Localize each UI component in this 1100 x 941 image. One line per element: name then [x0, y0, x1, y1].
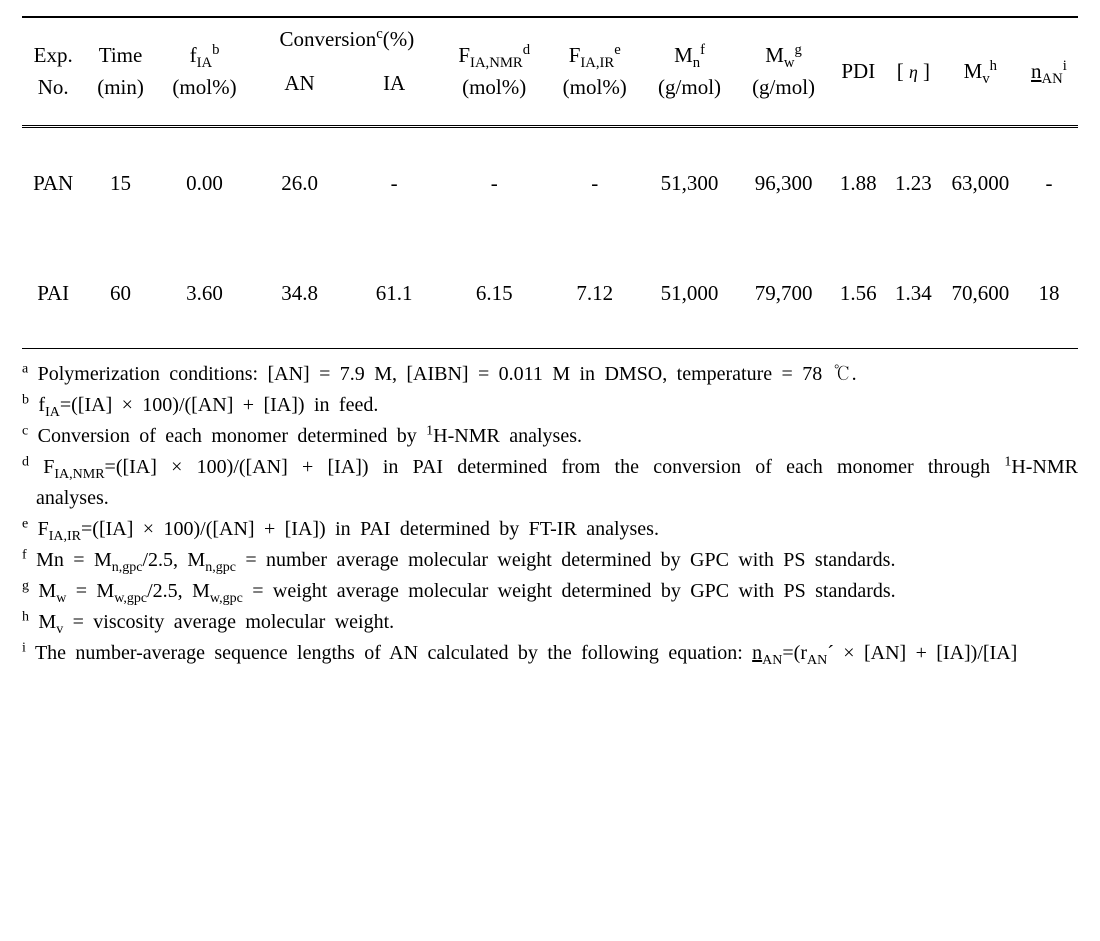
fianmr-unit: (mol%) — [462, 75, 526, 99]
cell-fia: 3.60 — [157, 238, 253, 348]
mw-sym: M — [765, 43, 784, 67]
fnb-rest: =([IA] × 100)/([AN] + [IA]) in feed. — [60, 394, 378, 416]
cell-exp: PAN — [22, 127, 84, 239]
fnh1: M — [38, 611, 56, 633]
fng3: /2.5, M — [147, 580, 210, 602]
cell-pdi: 1.56 — [831, 238, 886, 348]
col-conv-ia: IA — [347, 56, 442, 127]
col-mv: Mvh — [941, 18, 1020, 127]
col-pdi: PDI — [831, 18, 886, 127]
cell-fia-nmr: - — [441, 127, 547, 239]
fiair-sym: F — [569, 43, 581, 67]
table-row: PAN 15 0.00 26.0 - - - 51,300 96,300 1.8… — [22, 127, 1078, 239]
fiair-unit: (mol%) — [563, 75, 627, 99]
cell-mv: 63,000 — [941, 127, 1020, 239]
footnote-a-text: Polymerization conditions: [AN] = 7.9 M,… — [38, 363, 857, 385]
col-eta: [ η ] — [886, 18, 941, 127]
cell-mw: 96,300 — [737, 127, 831, 239]
cell-nan: 18 — [1020, 238, 1078, 348]
footnote-c: c Conversion of each monomer determined … — [22, 421, 1078, 452]
fnd1: F — [43, 456, 54, 478]
fnf1: Mn = M — [36, 549, 112, 571]
fnf2: /2.5, M — [142, 549, 205, 571]
mv-sym: M — [964, 59, 983, 83]
cell-nan: - — [1020, 127, 1078, 239]
cell-eta: 1.34 — [886, 238, 941, 348]
cell-conv-ia: 61.1 — [347, 238, 442, 348]
col-mw: Mwg(g/mol) — [737, 18, 831, 127]
cell-exp: PAI — [22, 238, 84, 348]
footnote-f: f Mn = Mn,gpc/2.5, Mn,gpc = number avera… — [22, 545, 1078, 576]
col-fia-ir: FIA,IRe(mol%) — [547, 18, 643, 127]
data-table-wrapper: Exp.No. Time(min) fIAb(mol%) Conversionc… — [22, 16, 1078, 349]
fni3: =(r — [782, 642, 807, 664]
cell-eta: 1.23 — [886, 127, 941, 239]
fng2: = M — [66, 580, 114, 602]
table-row: PAI 60 3.60 34.8 61.1 6.15 7.12 51,000 7… — [22, 238, 1078, 348]
footnote-a: a Polymerization conditions: [AN] = 7.9 … — [22, 359, 1078, 390]
mn-sym: M — [674, 43, 693, 67]
col-fia-nmr: FIA,NMRd(mol%) — [441, 18, 547, 127]
table-head: Exp.No. Time(min) fIAb(mol%) Conversionc… — [22, 18, 1078, 127]
cell-fia-ir: - — [547, 127, 643, 239]
cell-mn: 51,300 — [643, 127, 737, 239]
fni2: n — [752, 642, 762, 664]
fng1: M — [38, 580, 56, 602]
cell-fia-nmr: 6.15 — [441, 238, 547, 348]
cell-time: 60 — [84, 238, 156, 348]
cell-conv-an: 34.8 — [252, 238, 347, 348]
col-conv-an: AN — [252, 56, 347, 127]
col-conversion: Conversionc(%) — [252, 18, 441, 56]
mw-unit: (g/mol) — [752, 75, 815, 99]
conversion-label: Conversion — [279, 27, 376, 51]
fnd2: =([IA] × 100)/([AN] + [IA]) in PAI deter… — [105, 456, 1005, 478]
fianmr-sym: F — [458, 43, 470, 67]
col-mn: Mnf(g/mol) — [643, 18, 737, 127]
cell-pdi: 1.88 — [831, 127, 886, 239]
footnote-h: h Mv = viscosity average molecular weigh… — [22, 607, 1078, 638]
mn-unit: (g/mol) — [658, 75, 721, 99]
col-fia: fIAb(mol%) — [157, 18, 253, 127]
nan-sym: n — [1031, 59, 1042, 83]
cell-fia: 0.00 — [157, 127, 253, 239]
cell-conv-an: 26.0 — [252, 127, 347, 239]
cell-time: 15 — [84, 127, 156, 239]
fnc1: Conversion of each monomer determined by — [38, 425, 427, 447]
cell-mn: 51,000 — [643, 238, 737, 348]
col-exp-no: Exp.No. — [22, 18, 84, 127]
fnc2: H-NMR analyses. — [433, 425, 582, 447]
col-nan: nANi — [1020, 18, 1078, 127]
fne2: =([IA] × 100)/([AN] + [IA]) in PAI deter… — [81, 518, 659, 540]
fni1: The number-average sequence lengths of A… — [35, 642, 752, 664]
fnf3: = number average molecular weight determ… — [236, 549, 896, 571]
footnote-e: e FIA,IR=([IA] × 100)/([AN] + [IA]) in P… — [22, 514, 1078, 545]
fni4: ´ × [AN] + [IA])/[IA] — [827, 642, 1017, 664]
cell-mv: 70,600 — [941, 238, 1020, 348]
fia-sym: f — [190, 43, 197, 67]
table-body: PAN 15 0.00 26.0 - - - 51,300 96,300 1.8… — [22, 127, 1078, 349]
cell-mw: 79,700 — [737, 238, 831, 348]
footnote-g: g Mw = Mw,gpc/2.5, Mw,gpc = weight avera… — [22, 576, 1078, 607]
cell-fia-ir: 7.12 — [547, 238, 643, 348]
data-table: Exp.No. Time(min) fIAb(mol%) Conversionc… — [22, 18, 1078, 348]
fia-unit: (mol%) — [172, 75, 236, 99]
footnote-b: b fIA=([IA] × 100)/([AN] + [IA]) in feed… — [22, 390, 1078, 421]
fng4: = weight average molecular weight determ… — [243, 580, 896, 602]
footnote-d: d FIA,NMR=([IA] × 100)/([AN] + [IA]) in … — [22, 452, 1078, 514]
col-time: Time(min) — [84, 18, 156, 127]
fnh2: = viscosity average molecular weight. — [63, 611, 394, 633]
fne1: F — [38, 518, 49, 540]
cell-conv-ia: - — [347, 127, 442, 239]
footnotes: a Polymerization conditions: [AN] = 7.9 … — [22, 359, 1078, 669]
footnote-i: i The number-average sequence lengths of… — [22, 638, 1078, 669]
